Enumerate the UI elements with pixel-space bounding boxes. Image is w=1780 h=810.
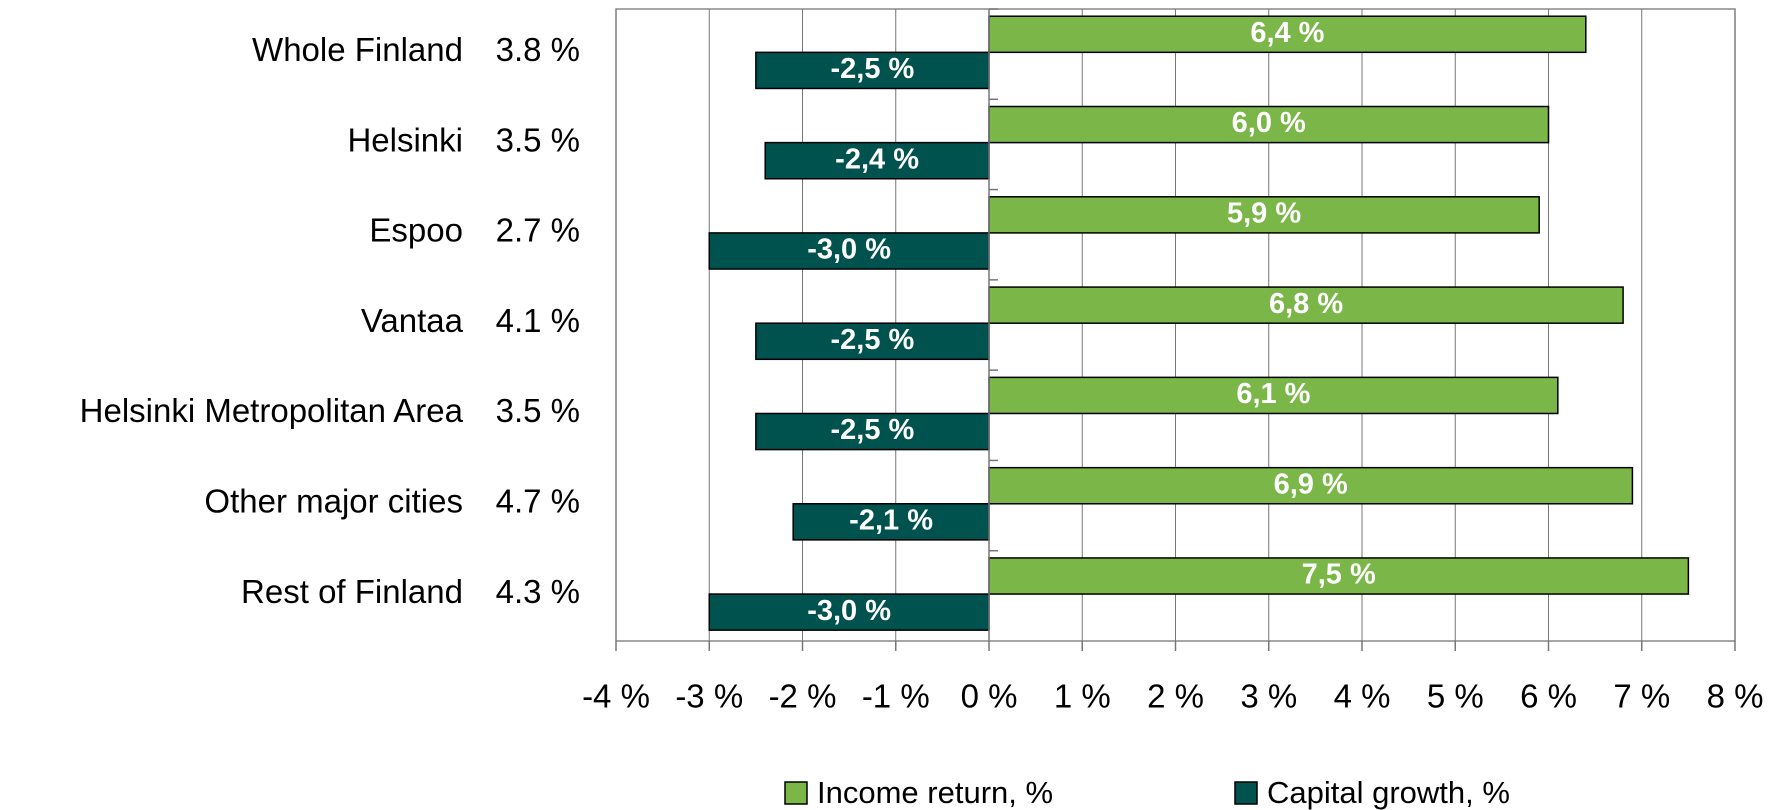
legend-swatch xyxy=(1234,781,1258,805)
legend-label: Income return, % xyxy=(817,775,1053,810)
x-tick-label: -4 % xyxy=(582,678,650,715)
data-label: 6,4 % xyxy=(1250,17,1324,49)
category-total: 3.8 % xyxy=(496,31,580,68)
category-total: 3.5 % xyxy=(496,392,580,429)
category-total: 4.3 % xyxy=(496,573,580,610)
category-label: Vantaa xyxy=(361,302,464,339)
data-label: 6,0 % xyxy=(1232,107,1306,139)
bar xyxy=(792,503,990,541)
legend-label: Capital growth, % xyxy=(1267,775,1510,810)
category-label: Other major cities xyxy=(204,482,463,519)
x-tick-label: 0 % xyxy=(961,678,1018,715)
category-label: Helsinki xyxy=(347,121,463,158)
bar xyxy=(988,466,1634,505)
data-label: 6,9 % xyxy=(1274,468,1348,500)
x-tick-label: -3 % xyxy=(675,678,743,715)
x-tick-label: 3 % xyxy=(1240,678,1297,715)
category-total: 4.1 % xyxy=(496,302,580,339)
data-label: 6,1 % xyxy=(1236,378,1310,410)
data-label: -2,5 % xyxy=(831,53,915,85)
data-label: -3,0 % xyxy=(807,234,891,266)
data-label: 6,8 % xyxy=(1269,288,1343,320)
category-total: 3.5 % xyxy=(496,121,580,158)
bar xyxy=(755,322,990,361)
bar xyxy=(988,557,1690,595)
x-tick-label: 2 % xyxy=(1147,678,1204,715)
data-label: -2,4 % xyxy=(835,143,919,175)
x-tick-label: 6 % xyxy=(1520,678,1577,715)
category-total: 4.7 % xyxy=(496,482,580,519)
bar xyxy=(988,286,1624,324)
data-label: -2,5 % xyxy=(831,414,915,446)
legend-swatch xyxy=(784,781,808,805)
x-tick-label: -2 % xyxy=(769,678,837,715)
bar xyxy=(755,51,990,90)
bar xyxy=(708,232,990,270)
category-label: Whole Finland xyxy=(252,31,463,68)
bar xyxy=(708,593,990,631)
category-label: Rest of Finland xyxy=(241,573,463,610)
bar xyxy=(988,15,1587,54)
x-tick-label: 5 % xyxy=(1427,678,1484,715)
data-label: -2,5 % xyxy=(831,324,915,356)
x-tick-label: -1 % xyxy=(862,678,930,715)
bar xyxy=(755,412,990,451)
x-tick-label: 8 % xyxy=(1707,678,1764,715)
category-label: Helsinki Metropolitan Area xyxy=(80,392,464,429)
data-label: -2,1 % xyxy=(849,504,933,536)
category-total: 2.7 % xyxy=(496,212,580,249)
data-label: 7,5 % xyxy=(1302,559,1376,591)
category-label: Espoo xyxy=(369,212,463,249)
x-tick-label: 1 % xyxy=(1054,678,1111,715)
bar xyxy=(988,196,1540,234)
x-tick-label: 7 % xyxy=(1613,678,1670,715)
data-label: 5,9 % xyxy=(1227,198,1301,230)
data-label: -3,0 % xyxy=(807,595,891,627)
x-tick-label: 4 % xyxy=(1334,678,1391,715)
